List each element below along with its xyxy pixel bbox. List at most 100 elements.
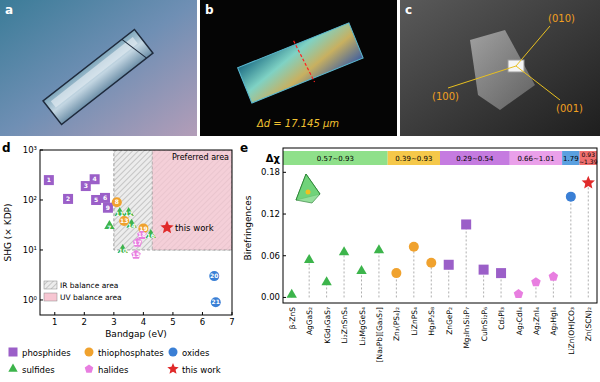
tick-label: 5 bbox=[170, 317, 175, 327]
marker bbox=[356, 265, 366, 274]
crystal-edge bbox=[122, 34, 147, 63]
photo bbox=[400, 0, 600, 136]
marker bbox=[112, 197, 122, 207]
frame bbox=[283, 148, 597, 303]
photo-b: Δd = 17.145 μmb bbox=[200, 0, 397, 136]
marker bbox=[133, 238, 143, 247]
point-label: 10 bbox=[119, 247, 127, 254]
marker bbox=[339, 246, 349, 255]
legend-swatch bbox=[44, 293, 57, 301]
category-label: ZnGeP₂ bbox=[445, 307, 454, 335]
point-label: 21 bbox=[212, 298, 220, 305]
legend-label: phosphides bbox=[22, 348, 71, 358]
point-label: 6 bbox=[103, 194, 107, 201]
band bbox=[283, 151, 388, 165]
band-label: 1.79 bbox=[563, 155, 579, 163]
point-label: 4 bbox=[93, 175, 97, 182]
legend-label: thiophosphates bbox=[98, 348, 164, 358]
pointer-line bbox=[516, 26, 550, 66]
band-label: 0.93~1.39 bbox=[579, 151, 598, 165]
category-label: Mg₂In₃Si₂P₇ bbox=[462, 307, 471, 349]
pointer-line bbox=[516, 66, 560, 100]
crystal-facet bbox=[51, 37, 138, 107]
point-label: 3 bbox=[84, 182, 88, 189]
marker bbox=[391, 268, 401, 278]
legend-swatch bbox=[44, 281, 57, 289]
point-label: 14 bbox=[127, 222, 135, 229]
tick bbox=[283, 255, 286, 256]
stem bbox=[570, 197, 571, 298]
panel-label: a bbox=[5, 3, 13, 17]
point-label: 11 bbox=[116, 210, 124, 217]
category-label: Li₂ZnSnS₄ bbox=[340, 307, 349, 343]
marker bbox=[496, 268, 506, 278]
band-label-part: ~1.39 bbox=[579, 158, 598, 165]
annotation: Preferred area bbox=[172, 153, 229, 162]
marker bbox=[409, 242, 419, 252]
point-label: 16 bbox=[147, 232, 155, 239]
category-label: Ag₂HgI₄ bbox=[549, 307, 558, 336]
region bbox=[152, 150, 232, 250]
marker bbox=[444, 260, 454, 270]
stem bbox=[309, 260, 310, 298]
stem bbox=[431, 263, 432, 298]
tick bbox=[40, 150, 43, 151]
marker bbox=[374, 244, 384, 253]
marker bbox=[169, 348, 178, 357]
stem bbox=[361, 271, 362, 297]
tick bbox=[84, 312, 85, 315]
marker bbox=[321, 276, 331, 285]
band-label: 0.39~0.93 bbox=[395, 155, 432, 163]
marker bbox=[131, 250, 141, 259]
marker bbox=[160, 221, 173, 234]
photo-c: (010)(100)(001)c bbox=[400, 0, 600, 136]
category-label: AgGaS₂ bbox=[305, 307, 314, 335]
marker bbox=[90, 174, 100, 184]
annotation: (100) bbox=[432, 91, 459, 102]
marker bbox=[304, 254, 314, 263]
marker bbox=[63, 194, 73, 204]
marker bbox=[426, 258, 436, 268]
tick bbox=[283, 172, 286, 173]
crystal bbox=[43, 29, 153, 124]
marker bbox=[81, 181, 91, 191]
marker bbox=[85, 365, 94, 373]
tick bbox=[202, 312, 203, 315]
marker bbox=[9, 348, 18, 357]
tick bbox=[283, 297, 286, 298]
region bbox=[114, 150, 232, 250]
tick-label: 1 bbox=[52, 317, 57, 327]
point-label: 8 bbox=[115, 198, 119, 205]
point-label: 9 bbox=[106, 204, 110, 211]
point-label: 7 bbox=[107, 224, 111, 231]
plot-area bbox=[44, 150, 232, 307]
band bbox=[388, 151, 440, 165]
tick bbox=[40, 249, 43, 250]
photo bbox=[0, 0, 197, 136]
category-label: Zn₃(PS₄)₂ bbox=[392, 307, 401, 341]
point-label: 2 bbox=[66, 195, 70, 202]
marker bbox=[549, 272, 559, 281]
legend-label: sulfides bbox=[22, 365, 55, 375]
marker bbox=[479, 265, 489, 275]
marker bbox=[103, 203, 113, 213]
icon bbox=[306, 190, 311, 195]
point-label: 12 bbox=[124, 210, 132, 217]
chart-e: 0.57~0.930.39~0.930.29~0.540.66~1.011.79… bbox=[240, 141, 598, 362]
category-label: Ag₂CdI₄ bbox=[515, 307, 524, 335]
category-label: β-ZnS bbox=[288, 307, 297, 329]
tick bbox=[283, 214, 286, 215]
stem bbox=[413, 247, 414, 298]
category-label: Zn(SCN)₂ bbox=[584, 307, 593, 341]
category-label: Cd₂PI₃ bbox=[497, 307, 506, 330]
tick bbox=[143, 312, 144, 315]
band bbox=[510, 151, 562, 165]
frame bbox=[40, 150, 232, 315]
tick-label: 10² bbox=[23, 195, 37, 205]
category-label: Ag₂ZnI₄ bbox=[532, 307, 541, 335]
tick bbox=[172, 312, 173, 315]
category-label: LiZnPS₄ bbox=[410, 307, 419, 335]
band bbox=[562, 151, 579, 165]
marker bbox=[91, 195, 101, 205]
tick-label: 0.06 bbox=[261, 251, 280, 261]
